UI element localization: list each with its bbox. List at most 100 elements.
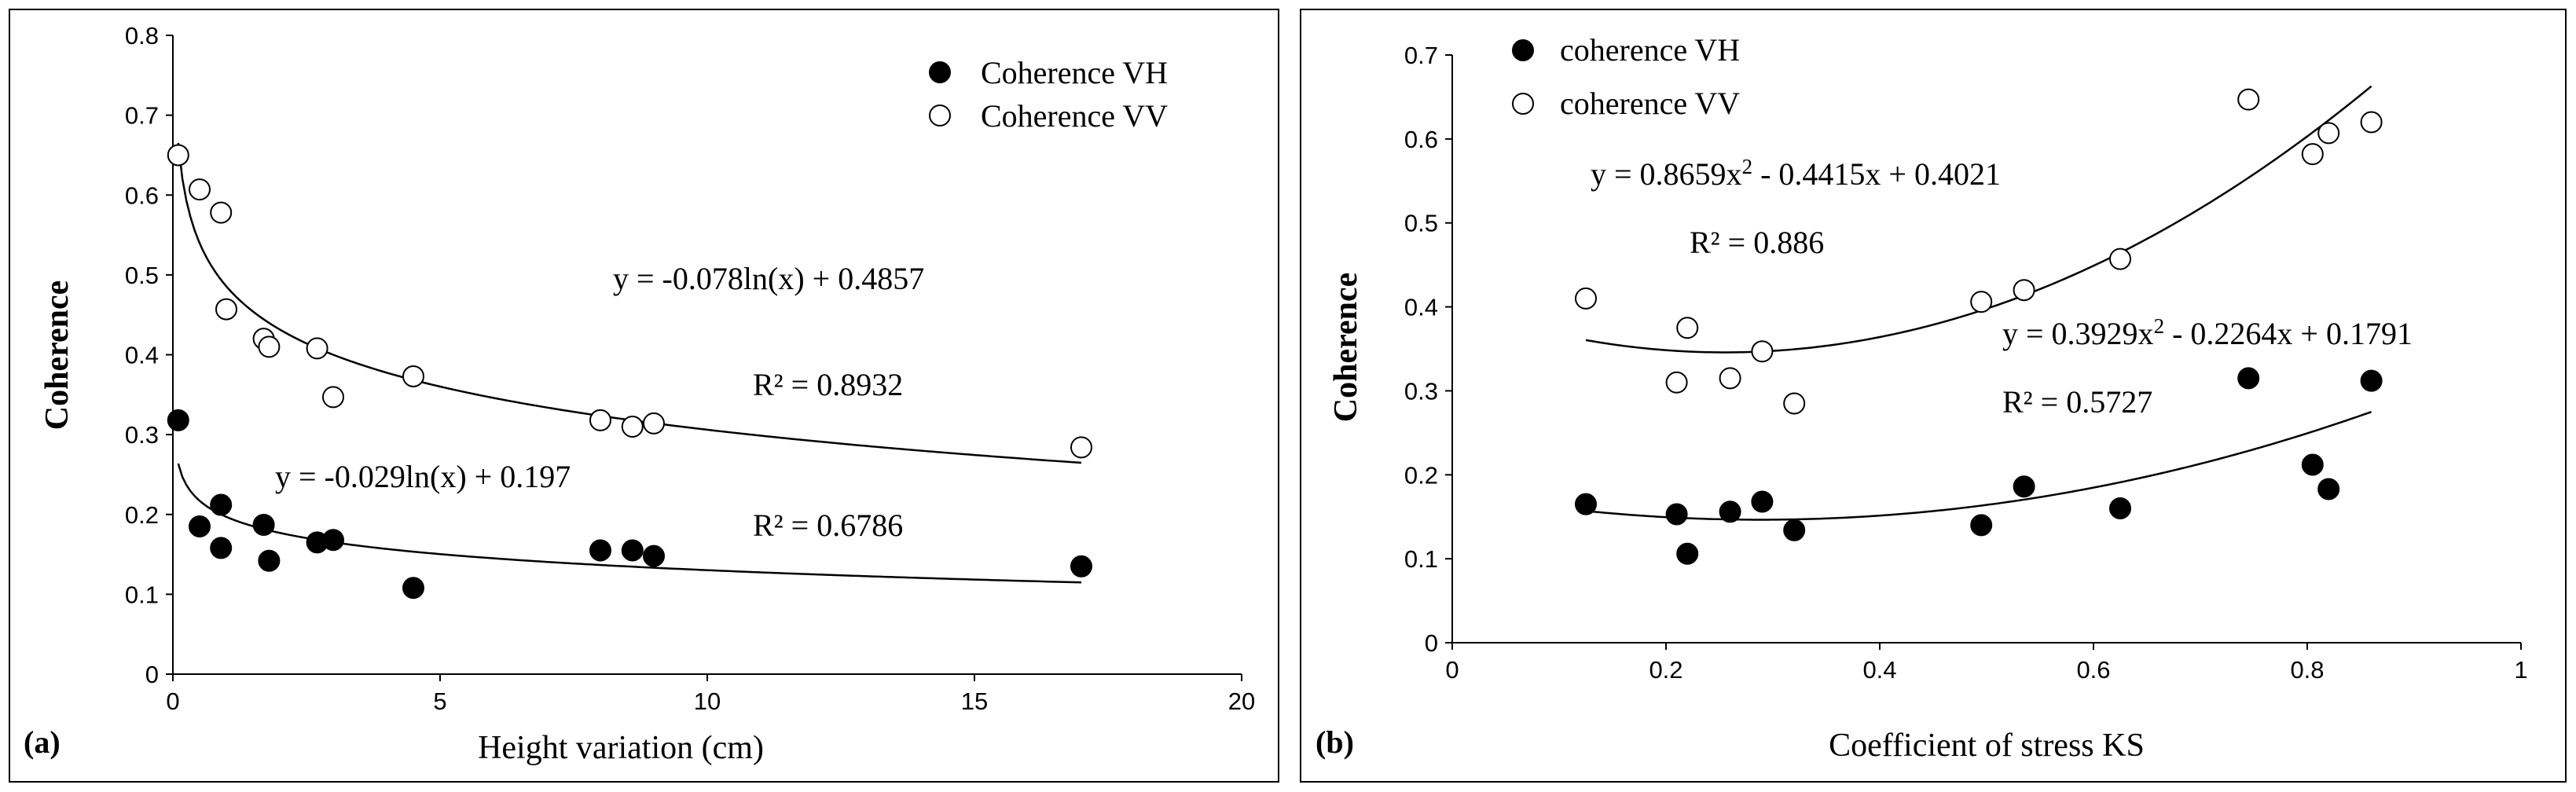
panel-a-point-vv [258, 336, 281, 358]
panel-b-point-vh [2317, 478, 2340, 500]
panel-b-y-tick-label: 0 [1425, 629, 1438, 657]
panel-b-point-vv [1751, 340, 1774, 363]
panel-a-point-vh [643, 544, 665, 567]
panel-a-x-tick-label: 0 [166, 688, 179, 715]
legend-marker-vv [929, 104, 951, 126]
panel-a-legend: Coherence VH Coherence VV [929, 55, 1168, 134]
panel-b-y-tick-label: 0.2 [1404, 461, 1438, 489]
panel-b-y-tick-label: 0.1 [1404, 545, 1438, 573]
panel-a-point-vv [189, 178, 211, 201]
panel-b-trend-line-vh [1585, 410, 2372, 521]
panel-a-trend-lines [177, 142, 1082, 584]
panel-b-point-vh [1970, 514, 1993, 537]
panel-a-point-vh [210, 493, 233, 516]
panel-a-vh-equation: y = -0.029ln(x) + 0.197 [275, 459, 571, 494]
legend-label-vv: Coherence VV [981, 98, 1168, 134]
panel-a-x-tick-label: 20 [1228, 688, 1255, 715]
panel-a-point-vh [167, 409, 189, 431]
panel-a-point-vh [258, 549, 281, 572]
panel-b-y-tick-label: 0.5 [1404, 210, 1438, 237]
panel-a-point-vh [621, 539, 644, 562]
panel-a-vh-r2: R² = 0.6786 [753, 508, 903, 543]
panel-a-y-tick-label: 0.5 [125, 262, 159, 289]
panel-a-x-tick-label: 5 [433, 688, 446, 715]
panel-a-vv-equation: y = -0.078ln(x) + 0.4857 [613, 261, 924, 296]
panel-b-x-tick-label: 0.8 [2290, 656, 2324, 684]
panel-b-vh-r2: R² = 0.5727 [2002, 384, 2152, 420]
panel-b-point-vv [2301, 143, 2324, 166]
panel-b-point-vv [2317, 122, 2340, 145]
panel-b-x-tick-label: 0.4 [1862, 656, 1896, 684]
panel-b-y-tick-label: 0.4 [1404, 294, 1438, 321]
panel-b-point-vv [2013, 279, 2035, 302]
panel-b-ticks: 0 0.1 0.2 0.3 0.4 0.5 0.6 0.7 0 0.2 0.4 0.6 0.8 1 [1404, 42, 2528, 684]
panel-b-x-tick-label: 0.2 [1649, 656, 1682, 684]
panel-a-point-vv [306, 337, 328, 360]
panel-a-x-tick-label: 15 [961, 688, 988, 715]
panel-b-point-vv [1665, 371, 1688, 394]
panel-a-point-vv [621, 415, 644, 438]
panel-a-vv-r2: R² = 0.8932 [753, 367, 903, 402]
panel-b-point-vv [2109, 248, 2131, 270]
panel-b-point-vh [1575, 493, 1597, 515]
panel-a-y-tick-label: 0.7 [125, 102, 159, 130]
panel-a-point-vh [1070, 555, 1092, 578]
panel-b-y-tick-label: 0.6 [1404, 126, 1438, 153]
panel-b-point-vh [2109, 497, 2131, 520]
panel-b-point-vv [2360, 111, 2383, 134]
panel-b-point-vh [2360, 369, 2383, 392]
panel-a-point-vh [210, 537, 233, 559]
panel-b-x-tick-label: 0 [1445, 656, 1459, 684]
panel-b-point-vv [1676, 317, 1699, 339]
panel-a-y-tick-label: 0.8 [125, 22, 159, 50]
panel-a-ticks: 0 0.1 0.2 0.3 0.4 0.5 0.6 0.7 0.8 0 5 10 15 20 [125, 22, 1255, 715]
panel-b-point-vh [1665, 503, 1688, 526]
panel-a-point-vh [322, 529, 344, 552]
legend-marker-vh [1512, 39, 1534, 61]
panel-a-point-vv [589, 409, 611, 431]
panel-a-point-vv [167, 144, 189, 167]
panel-b-x-tick-label: 1 [2514, 656, 2527, 684]
panel-a-y-title: Coherence [39, 280, 75, 431]
panel-b-y-tick-label: 0.7 [1404, 42, 1438, 69]
panel-a-y-tick-label: 0.3 [125, 421, 159, 449]
panel-a-point-vv [210, 201, 233, 224]
legend-label-vh: Coherence VH [981, 55, 1168, 90]
panel-b-y-title: Coherence [1328, 273, 1364, 423]
panel-b-point-vh [2013, 475, 2035, 498]
legend-label-vh: coherence VH [1560, 32, 1740, 68]
panel-b-point-vh [1719, 500, 1741, 523]
panel-a-y-tick-label: 0.6 [125, 182, 159, 209]
panel-b-point-vv [2237, 88, 2260, 111]
panel-b-vh-equation: y = 0.3929x2 - 0.2264x + 0.1791 [2002, 314, 2413, 351]
legend-label-vv: coherence VV [1560, 86, 1740, 121]
panel-a-chart: 0 0.1 0.2 0.3 0.4 0.5 0.6 0.7 0.8 0 5 10 15 20 Cohere… [24, 22, 1255, 766]
panel-b-point-vh [2237, 367, 2260, 390]
panel-b-point-vv [1970, 291, 1993, 314]
panel-a-frame [9, 9, 1279, 783]
panel-b-chart: 0 0.1 0.2 0.3 0.4 0.5 0.6 0.7 0 0.2 0.4 0.6 0.8 1 coh… [1316, 32, 2528, 764]
panel-b-point-vv [1783, 392, 1806, 415]
panel-b-vv-r2: R² = 0.886 [1690, 225, 1824, 260]
panel-b-legend: coherence VH coherence VV [1512, 32, 1740, 121]
panel-a-point-vv [402, 365, 424, 387]
panel-b-frame [1300, 9, 2567, 783]
panel-a-point-vv [643, 412, 665, 434]
panel-a-point-vh [189, 515, 211, 537]
panel-b-x-title: Coefficient of stress KS [1829, 728, 2145, 764]
panel-b-data-points [1575, 88, 2383, 565]
panel-a-point-vv [322, 386, 344, 409]
panel-a-label: (a) [24, 724, 61, 760]
panel-a-trend-line-vv [177, 142, 1082, 464]
panel-b-point-vv [1719, 367, 1741, 390]
panel-b-point-vh [1751, 490, 1774, 513]
panel-b-y-tick-label: 0.3 [1404, 377, 1438, 405]
legend-marker-vv [1512, 93, 1534, 115]
panel-a-y-tick-label: 0.4 [125, 342, 159, 369]
panel-a-point-vh [589, 539, 611, 562]
panel-a-y-tick-label: 0 [145, 661, 159, 688]
panel-b-label: (b) [1316, 724, 1354, 760]
panel-b-point-vh [1783, 519, 1806, 541]
panel-a-point-vh [402, 577, 424, 600]
